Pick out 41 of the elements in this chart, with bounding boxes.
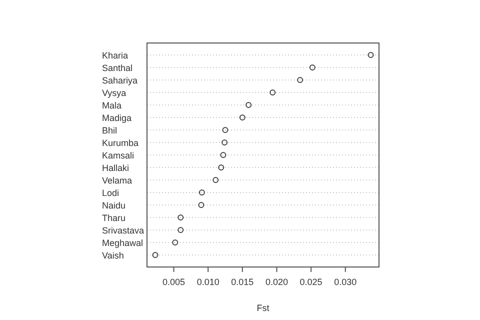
point xyxy=(212,177,219,183)
point xyxy=(368,52,374,58)
x-tick-label: 0.030 xyxy=(334,277,357,287)
y-tick-label: Tharu xyxy=(102,213,126,223)
point xyxy=(152,252,158,258)
y-tick-label: Santhal xyxy=(102,63,133,73)
x-axis-title: Fst xyxy=(256,303,270,313)
y-tick-label: Bhil xyxy=(102,126,118,136)
point xyxy=(218,164,224,170)
point xyxy=(198,202,204,208)
y-tick-label: Sahariya xyxy=(102,76,138,86)
x-tick-label: 0.020 xyxy=(265,277,288,287)
y-tick-label: Kamsali xyxy=(102,150,134,160)
y-tick-label: Velama xyxy=(102,176,132,186)
point xyxy=(309,64,316,70)
point xyxy=(222,140,228,146)
y-tick-label: Madiga xyxy=(102,113,132,123)
x-tick-label: 0.025 xyxy=(300,277,322,287)
y-tick-label: Srivastava xyxy=(102,226,144,236)
y-tick-label: Mala xyxy=(102,100,122,110)
x-tick-label: 0.015 xyxy=(231,277,254,287)
point xyxy=(198,190,205,196)
point xyxy=(222,127,228,133)
y-tick-label: Vaish xyxy=(102,250,124,260)
point xyxy=(178,214,184,220)
point xyxy=(239,114,246,120)
y-tick-label: Kurumba xyxy=(102,138,139,148)
y-tick-label: Naidu xyxy=(102,200,126,210)
y-tick-label: Vysya xyxy=(102,88,126,98)
point xyxy=(270,90,276,96)
y-tick-label: Hallaki xyxy=(102,163,130,173)
y-tick-label: Meghawal xyxy=(102,238,144,248)
point xyxy=(297,77,304,83)
point xyxy=(172,240,178,246)
point xyxy=(246,102,252,108)
y-tick-label: Kharia xyxy=(102,50,128,60)
point xyxy=(178,227,184,233)
y-tick-label: Lodi xyxy=(102,188,120,198)
x-tick-label: 0.005 xyxy=(162,277,186,287)
point xyxy=(220,152,226,158)
x-tick-label: 0.010 xyxy=(196,277,220,287)
